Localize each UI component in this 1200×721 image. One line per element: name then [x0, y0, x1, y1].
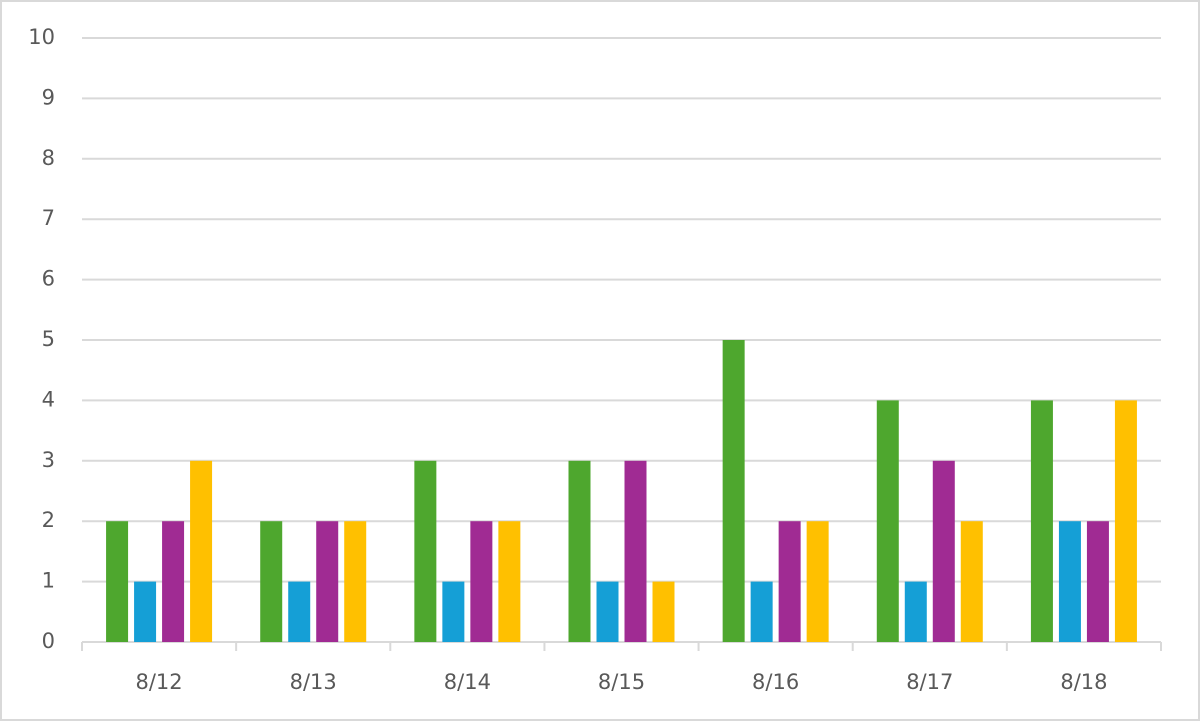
bar [722, 340, 745, 642]
bar [596, 581, 619, 642]
bar [190, 460, 213, 642]
bar [1114, 400, 1137, 642]
y-tick-label: 3 [42, 448, 55, 472]
bar [1030, 400, 1053, 642]
bar [568, 460, 591, 642]
x-tick-label: 8/12 [135, 670, 182, 694]
bar [750, 581, 773, 642]
bar [932, 460, 955, 642]
bar [288, 581, 311, 642]
bar [960, 521, 983, 642]
x-tick-label: 8/13 [290, 670, 337, 694]
bar [1058, 521, 1081, 642]
y-tick-label: 9 [42, 85, 55, 109]
y-tick-label: 7 [42, 206, 55, 230]
bar [106, 521, 129, 642]
bar [876, 400, 899, 642]
y-tick-label: 10 [28, 25, 55, 49]
bar [162, 521, 185, 642]
y-tick-label: 5 [42, 327, 55, 351]
bar [134, 581, 157, 642]
bar [498, 521, 521, 642]
bar [470, 521, 493, 642]
x-tick-label: 8/18 [1060, 670, 1107, 694]
x-tick-label: 8/15 [598, 670, 645, 694]
bar [260, 521, 283, 642]
y-tick-label: 1 [42, 569, 55, 593]
bar [442, 581, 465, 642]
bar [344, 521, 367, 642]
y-tick-label: 4 [42, 387, 55, 411]
y-tick-label: 8 [42, 146, 55, 170]
x-tick-label: 8/14 [444, 670, 491, 694]
bar [316, 521, 339, 642]
bar [1086, 521, 1109, 642]
bar [414, 460, 437, 642]
y-tick-label: 6 [42, 267, 55, 291]
y-tick-label: 0 [42, 629, 55, 653]
bar [624, 460, 647, 642]
x-tick-label: 8/17 [906, 670, 953, 694]
bar [778, 521, 801, 642]
bar [806, 521, 829, 642]
y-tick-label: 2 [42, 508, 55, 532]
bar [904, 581, 927, 642]
x-tick-label: 8/16 [752, 670, 799, 694]
bar [652, 581, 675, 642]
